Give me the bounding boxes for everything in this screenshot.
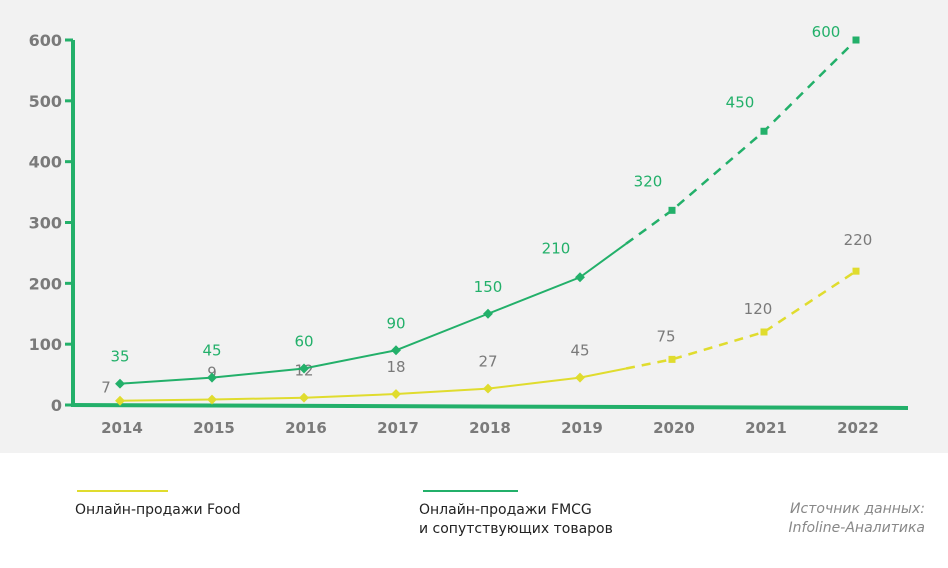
x-tick-label: 2017 [377, 419, 419, 437]
data-point [760, 328, 768, 336]
data-label: 35 [110, 348, 129, 366]
y-tick-label: 300 [29, 214, 62, 233]
y-tick-label: 200 [29, 274, 62, 293]
y-tick-label: 100 [29, 335, 62, 354]
data-point [207, 394, 217, 405]
data-point [207, 372, 217, 383]
data-point [852, 267, 860, 275]
legend-swatch-fmcg [423, 490, 518, 492]
y-tick-label: 0 [51, 396, 62, 415]
legend-label-fmcg-line2: и сопутствующих товаров [419, 521, 613, 537]
data-point [299, 363, 309, 374]
data-label: 450 [726, 93, 755, 111]
data-label: 320 [634, 172, 663, 190]
x-tick-label: 2018 [469, 419, 511, 437]
data-point [483, 383, 493, 394]
data-point [575, 272, 585, 283]
data-point [852, 36, 860, 44]
data-point [115, 378, 125, 389]
y-tick-label: 600 [29, 31, 62, 50]
legend-swatch-food [77, 490, 168, 492]
x-tick-label: 2016 [285, 419, 327, 437]
data-point [668, 355, 676, 363]
source-line2: Infoline-Аналитика [788, 520, 925, 536]
legend-label-fmcg-line1: Онлайн-продажи FMCG [419, 502, 592, 518]
data-point [483, 308, 493, 319]
source-note: Источник данных: Infoline-Аналитика [789, 500, 925, 538]
data-point [391, 345, 401, 356]
data-point [668, 206, 676, 214]
data-label: 150 [474, 278, 503, 296]
data-label: 45 [570, 342, 589, 360]
data-label: 220 [844, 231, 873, 249]
data-point [391, 389, 401, 399]
data-label: 75 [656, 327, 675, 345]
data-point [299, 392, 309, 403]
x-tick-label: 2019 [561, 419, 603, 437]
data-label: 9 [207, 364, 217, 382]
chart-area: 0 100 200 300 400 500 600 2014 2015 2016 2017 2018 2… [0, 0, 948, 453]
source-line1: Источник данных: [790, 501, 925, 517]
series-line-solid [119, 242, 627, 385]
x-tick-label: 2021 [745, 419, 787, 437]
data-label: 60 [294, 333, 313, 351]
x-tick-label: 2022 [837, 419, 879, 437]
series-line-solid [119, 367, 627, 402]
series-line-forecast [625, 39, 857, 245]
x-axis [70, 403, 909, 410]
data-point [760, 127, 768, 135]
data-point [575, 372, 585, 383]
data-label: 210 [542, 239, 571, 257]
legend-label-food: Онлайн-продажи Food [75, 502, 241, 518]
data-label: 600 [812, 23, 841, 41]
series-line-forecast [625, 270, 857, 370]
x-tick-label: 2014 [101, 419, 143, 437]
x-tick-label: 2015 [193, 419, 235, 437]
legend-label-fmcg: Онлайн-продажи FMCG и сопутствующих това… [419, 501, 613, 539]
data-label: 120 [744, 300, 773, 318]
data-label: 18 [386, 358, 405, 376]
x-tick-label: 2020 [653, 419, 695, 437]
data-label: 90 [386, 314, 405, 332]
line-chart: 0 100 200 300 400 500 600 2014 2015 2016 2017 2018 2… [29, 23, 909, 437]
data-label: 7 [101, 379, 111, 397]
data-label: 45 [202, 342, 221, 360]
y-tick-label: 400 [29, 153, 62, 172]
data-label: 27 [478, 353, 497, 371]
y-tick-label: 500 [29, 92, 62, 111]
